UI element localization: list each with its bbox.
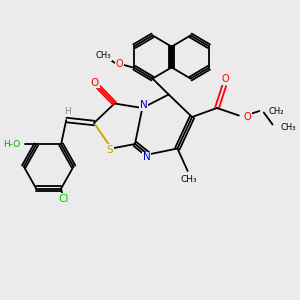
- Text: O: O: [222, 74, 230, 85]
- Text: N: N: [143, 152, 151, 163]
- Text: Cl: Cl: [59, 194, 69, 204]
- Text: H-O: H-O: [3, 140, 20, 149]
- Text: O: O: [115, 59, 123, 69]
- Text: CH₃: CH₃: [281, 123, 296, 132]
- Text: O: O: [243, 112, 251, 122]
- Text: CH₃: CH₃: [181, 176, 197, 184]
- Text: H: H: [64, 107, 71, 116]
- Text: N: N: [140, 100, 148, 110]
- Text: O: O: [91, 77, 99, 88]
- Text: CH₂: CH₂: [268, 106, 284, 116]
- Text: S: S: [107, 145, 113, 155]
- Text: CH₃: CH₃: [96, 51, 111, 60]
